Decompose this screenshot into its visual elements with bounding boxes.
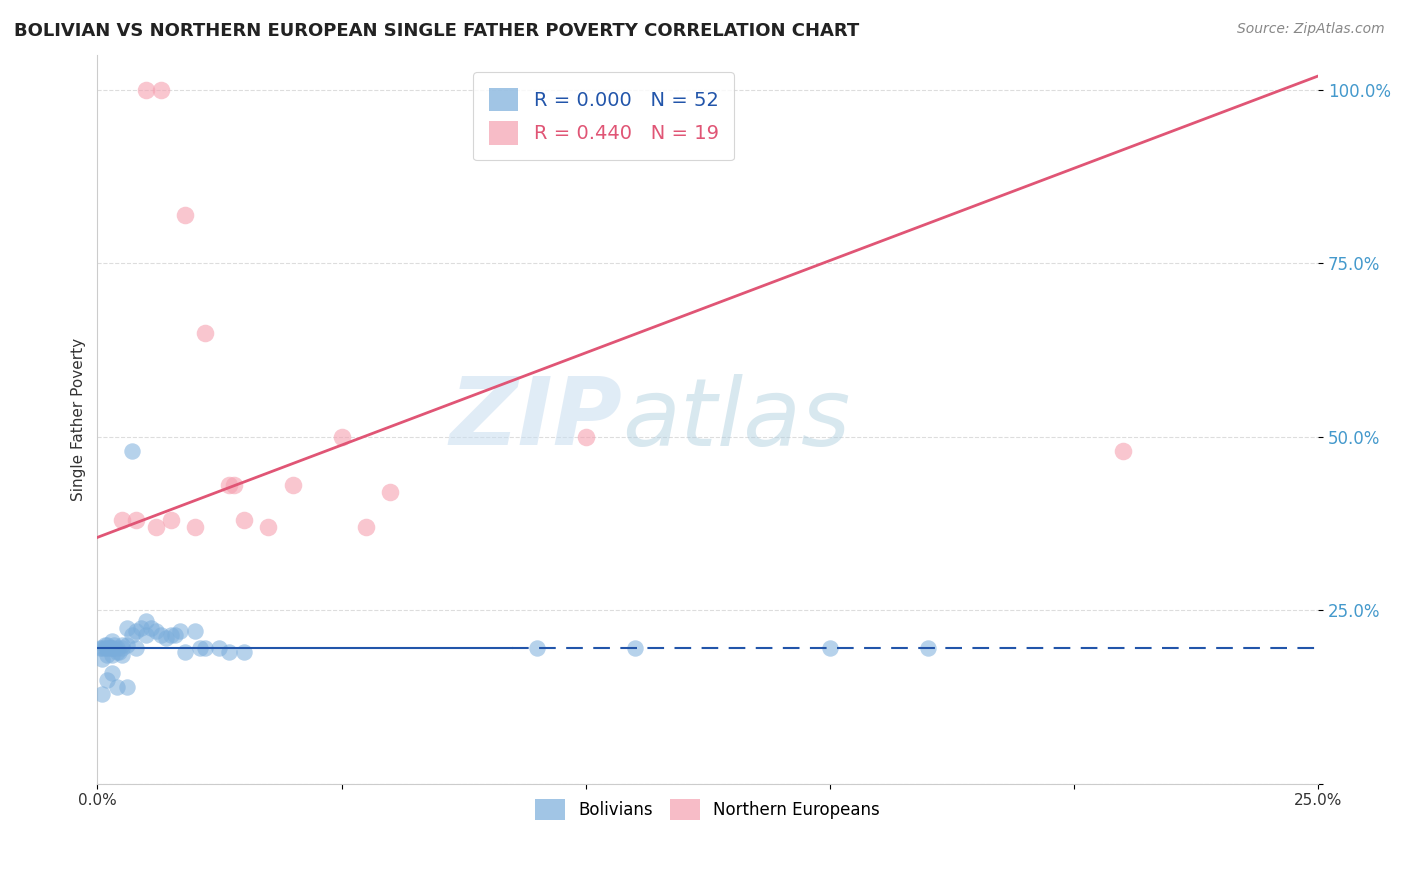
Point bbox=[111, 513, 134, 527]
Point bbox=[101, 665, 124, 680]
Point bbox=[111, 641, 134, 656]
Point bbox=[125, 624, 148, 638]
Point bbox=[121, 443, 143, 458]
Point bbox=[96, 638, 118, 652]
Y-axis label: Single Father Poverty: Single Father Poverty bbox=[72, 338, 86, 501]
Point bbox=[149, 627, 172, 641]
Point bbox=[169, 624, 191, 638]
Point bbox=[93, 641, 115, 656]
Point bbox=[623, 641, 645, 656]
Point bbox=[96, 648, 118, 663]
Point bbox=[111, 648, 134, 663]
Point bbox=[101, 641, 124, 656]
Point bbox=[101, 648, 124, 663]
Point bbox=[174, 645, 197, 659]
Point bbox=[194, 641, 217, 656]
Point bbox=[115, 638, 138, 652]
Text: Source: ZipAtlas.com: Source: ZipAtlas.com bbox=[1237, 22, 1385, 37]
Point bbox=[111, 638, 134, 652]
Point bbox=[105, 645, 128, 659]
Point bbox=[135, 83, 157, 97]
Point bbox=[125, 641, 148, 656]
Legend: Bolivians, Northern Europeans: Bolivians, Northern Europeans bbox=[529, 793, 887, 826]
Point bbox=[159, 627, 181, 641]
Point bbox=[818, 641, 841, 656]
Point bbox=[917, 641, 939, 656]
Point bbox=[101, 641, 124, 656]
Point bbox=[135, 627, 157, 641]
Point bbox=[139, 621, 162, 635]
Point bbox=[184, 520, 207, 534]
Point bbox=[194, 326, 217, 340]
Point bbox=[159, 513, 181, 527]
Point bbox=[101, 634, 124, 648]
Point bbox=[91, 686, 114, 700]
Point bbox=[380, 485, 402, 500]
Point bbox=[96, 641, 118, 656]
Point bbox=[330, 430, 353, 444]
Point bbox=[354, 520, 377, 534]
Point bbox=[105, 680, 128, 694]
Text: ZIP: ZIP bbox=[450, 374, 623, 466]
Text: BOLIVIAN VS NORTHERN EUROPEAN SINGLE FATHER POVERTY CORRELATION CHART: BOLIVIAN VS NORTHERN EUROPEAN SINGLE FAT… bbox=[14, 22, 859, 40]
Point bbox=[91, 641, 114, 656]
Point bbox=[232, 645, 254, 659]
Point bbox=[218, 478, 240, 492]
Point bbox=[218, 645, 240, 659]
Point bbox=[115, 621, 138, 635]
Point bbox=[145, 520, 167, 534]
Point bbox=[89, 641, 111, 656]
Point bbox=[155, 631, 177, 645]
Point bbox=[184, 624, 207, 638]
Point bbox=[257, 520, 280, 534]
Point bbox=[108, 645, 131, 659]
Point bbox=[281, 478, 304, 492]
Point bbox=[103, 638, 125, 652]
Point bbox=[125, 513, 148, 527]
Point bbox=[575, 430, 598, 444]
Point bbox=[93, 638, 115, 652]
Point bbox=[121, 627, 143, 641]
Point bbox=[135, 614, 157, 628]
Point bbox=[105, 641, 128, 656]
Point bbox=[165, 627, 187, 641]
Text: atlas: atlas bbox=[623, 374, 851, 465]
Point bbox=[526, 641, 548, 656]
Point bbox=[145, 624, 167, 638]
Point bbox=[188, 641, 211, 656]
Point bbox=[96, 673, 118, 687]
Point bbox=[174, 208, 197, 222]
Point bbox=[91, 652, 114, 666]
Point bbox=[1112, 443, 1135, 458]
Point bbox=[232, 513, 254, 527]
Point bbox=[208, 641, 231, 656]
Point bbox=[115, 680, 138, 694]
Point bbox=[131, 621, 153, 635]
Point bbox=[98, 641, 121, 656]
Point bbox=[222, 478, 245, 492]
Point bbox=[149, 83, 172, 97]
